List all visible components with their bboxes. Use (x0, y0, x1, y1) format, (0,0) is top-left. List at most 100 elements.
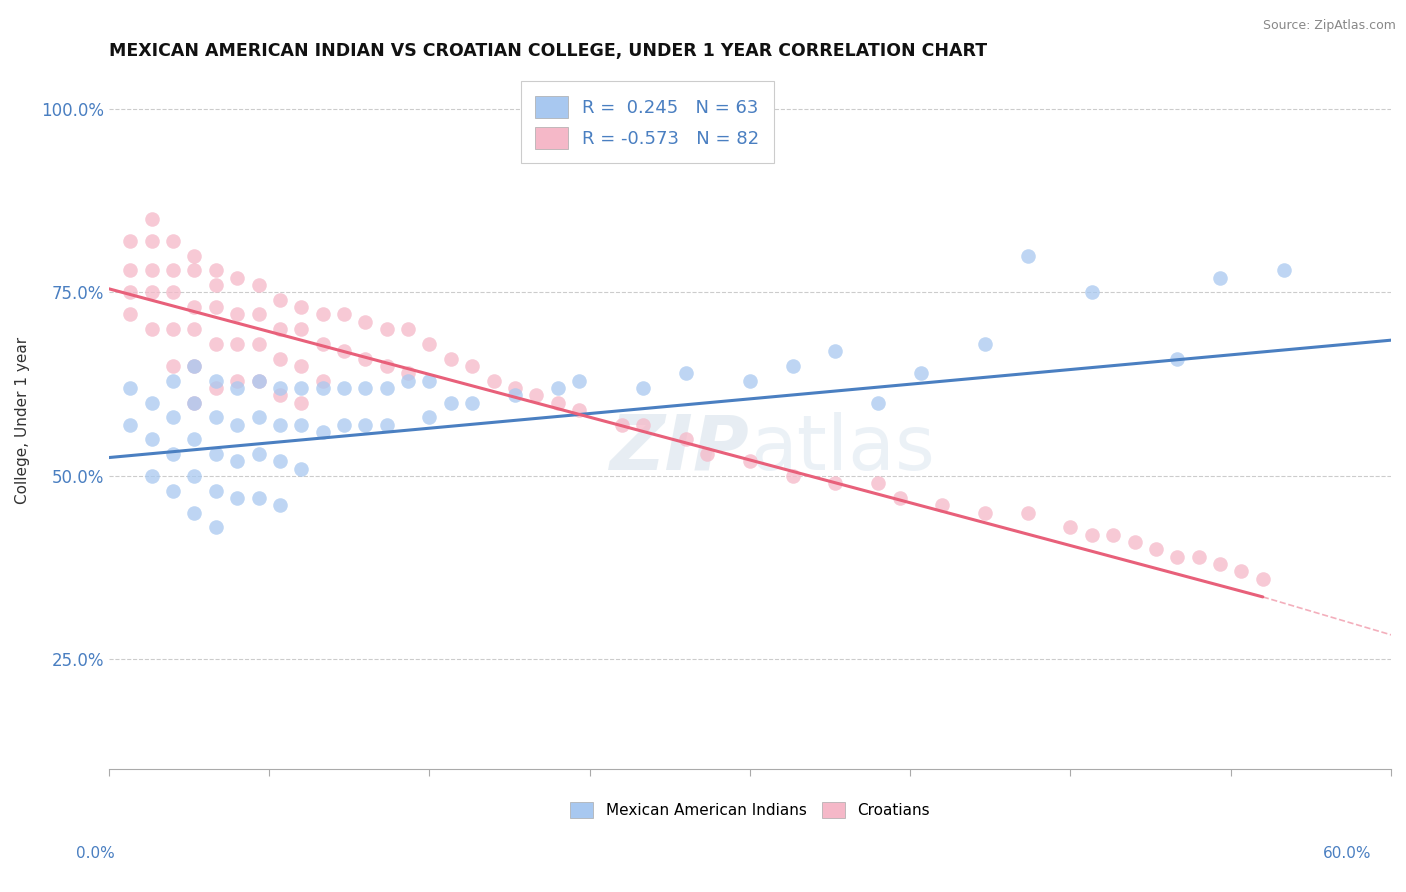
Point (333, 381, 356, 395)
Point (269, 351, 291, 366)
Point (910, 366, 932, 380)
Point (354, 381, 377, 395)
Point (204, 447, 226, 461)
Point (162, 483, 184, 498)
Point (868, 395, 890, 409)
Point (162, 410, 184, 425)
Point (1209, 557, 1232, 571)
Point (247, 410, 270, 425)
Point (1251, 572, 1274, 586)
Point (162, 322, 184, 336)
Point (183, 300, 205, 314)
Point (824, 476, 846, 491)
Point (247, 278, 270, 293)
Point (1081, 285, 1104, 300)
Point (162, 234, 184, 248)
Point (141, 432, 163, 446)
Point (396, 322, 419, 336)
Point (311, 308, 333, 322)
Point (269, 454, 291, 468)
Point (1230, 564, 1253, 578)
Point (418, 336, 440, 351)
Point (440, 395, 463, 409)
Point (269, 322, 291, 336)
Point (290, 322, 312, 336)
Point (247, 308, 270, 322)
Point (204, 520, 226, 534)
Point (375, 381, 398, 395)
Point (183, 395, 205, 409)
Point (120, 285, 142, 300)
Point (183, 359, 205, 373)
Point (461, 395, 484, 409)
Point (1166, 549, 1188, 564)
Point (333, 417, 356, 432)
Point (1123, 535, 1146, 549)
Point (1209, 270, 1232, 285)
Point (333, 308, 356, 322)
Point (396, 374, 419, 388)
Point (547, 395, 569, 409)
Point (1017, 506, 1039, 520)
Point (738, 454, 761, 468)
Point (120, 308, 142, 322)
Point (974, 336, 997, 351)
Point (396, 366, 419, 380)
Point (204, 410, 226, 425)
Point (269, 498, 291, 512)
Point (162, 359, 184, 373)
Point (247, 374, 270, 388)
Point (782, 468, 804, 483)
Point (141, 468, 163, 483)
Text: Source: ZipAtlas.com: Source: ZipAtlas.com (1263, 19, 1396, 31)
Legend: Mexican American Indians, Croatians: Mexican American Indians, Croatians (564, 797, 935, 824)
Point (311, 425, 333, 439)
Point (226, 491, 249, 505)
Text: atlas: atlas (749, 412, 935, 486)
Point (375, 322, 398, 336)
Point (247, 491, 270, 505)
Point (269, 381, 291, 395)
Point (1059, 520, 1081, 534)
Point (141, 322, 163, 336)
Point (631, 381, 654, 395)
Text: 0.0%: 0.0% (76, 847, 115, 861)
Point (226, 454, 249, 468)
Point (889, 491, 911, 505)
Point (503, 381, 526, 395)
Point (868, 476, 890, 491)
Point (141, 395, 163, 409)
Point (354, 315, 377, 329)
Point (183, 432, 205, 446)
Point (204, 263, 226, 277)
Point (247, 447, 270, 461)
Text: 60.0%: 60.0% (1323, 847, 1371, 861)
Point (183, 395, 205, 409)
Point (675, 366, 697, 380)
Point (290, 359, 312, 373)
Point (183, 506, 205, 520)
Point (183, 468, 205, 483)
Point (226, 336, 249, 351)
Point (141, 263, 163, 277)
Point (1166, 351, 1188, 366)
Point (375, 359, 398, 373)
Point (1144, 542, 1167, 557)
Point (418, 410, 440, 425)
Point (974, 506, 997, 520)
Point (162, 374, 184, 388)
Point (375, 417, 398, 432)
Point (226, 381, 249, 395)
Point (183, 263, 205, 277)
Point (226, 270, 249, 285)
Point (568, 402, 591, 417)
Point (290, 300, 312, 314)
Point (204, 381, 226, 395)
Point (290, 395, 312, 409)
Point (311, 374, 333, 388)
Point (524, 388, 547, 402)
Point (461, 359, 484, 373)
Point (162, 285, 184, 300)
Point (354, 417, 377, 432)
Point (354, 351, 377, 366)
